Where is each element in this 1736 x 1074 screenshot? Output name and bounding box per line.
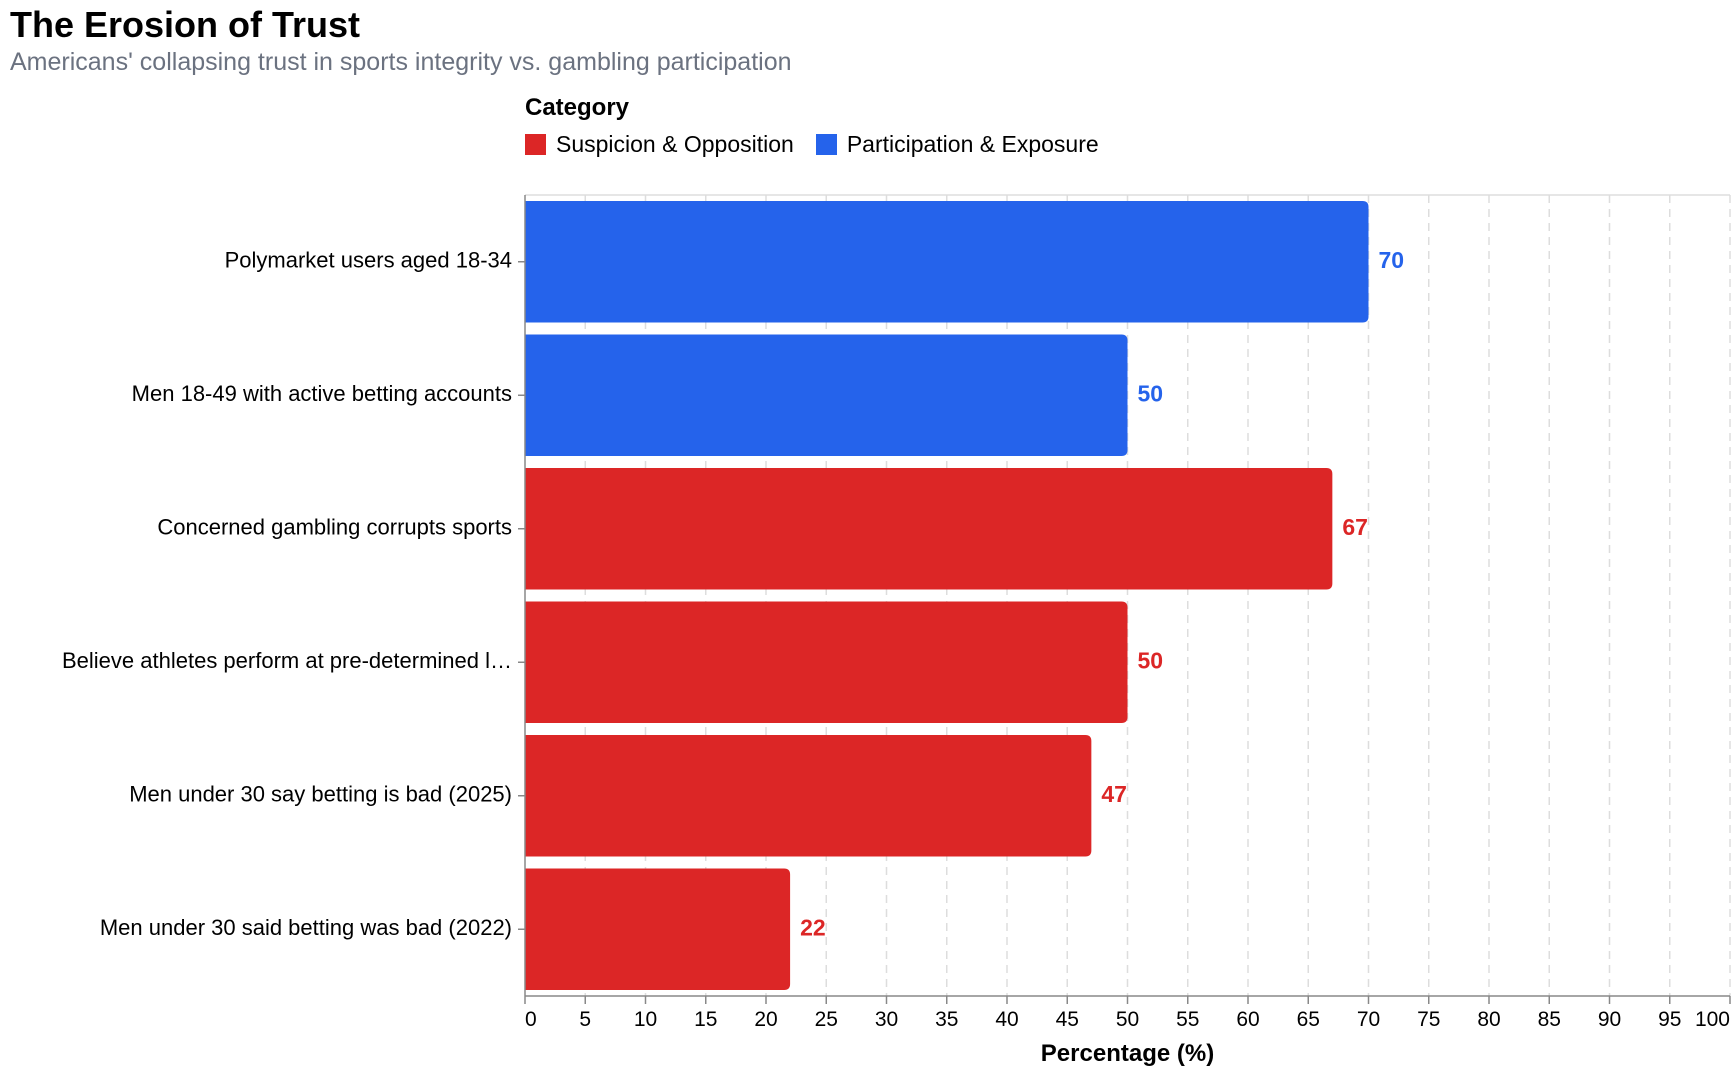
y-tick-label-3: Believe athletes perform at pre-determin… [62,648,512,673]
x-tick-label-30: 30 [875,1008,898,1031]
x-tick-label-80: 80 [1477,1008,1500,1031]
legend-items: Suspicion & Opposition Participation & E… [525,131,1099,158]
bar-3 [525,601,1128,723]
x-tick-label-50: 50 [1116,1008,1139,1031]
legend-label-suspicion: Suspicion & Opposition [556,131,794,157]
x-tick-label-25: 25 [815,1008,838,1031]
chart-title: The Erosion of Trust [10,4,361,45]
x-tick-label-15: 15 [694,1008,717,1031]
bar-5 [525,868,791,990]
x-tick-label-20: 20 [754,1008,777,1031]
x-tick-label-45: 45 [1056,1008,1079,1031]
data-label-0: 70 [1379,247,1405,273]
x-tick-label-100: 100 [1695,1008,1730,1031]
data-label-5: 22 [800,914,826,940]
legend-swatch-suspicion [525,134,546,155]
y-tick-label-4: Men under 30 say betting is bad (2025) [129,782,512,807]
x-tick-label-5: 5 [579,1008,591,1031]
chart-subtitle: Americans' collapsing trust in sports in… [10,48,792,76]
legend-item-suspicion: Suspicion & Opposition [525,131,794,158]
data-label-1: 50 [1138,380,1164,406]
x-tick-label-55: 55 [1176,1008,1199,1031]
bar-4 [525,735,1092,857]
x-tick-label-35: 35 [935,1008,958,1031]
data-label-2: 67 [1342,514,1368,540]
legend-title: Category [525,94,630,121]
x-tick-label-60: 60 [1236,1008,1259,1031]
y-tick-label-0: Polymarket users aged 18-34 [225,248,512,273]
x-tick-label-65: 65 [1297,1008,1320,1031]
x-tick-label-90: 90 [1598,1008,1621,1031]
x-tick-label-85: 85 [1538,1008,1561,1031]
bar-0 [525,201,1369,323]
data-label-3: 50 [1138,647,1164,673]
y-tick-label-1: Men 18-49 with active betting accounts [132,381,512,406]
y-tick-label-2: Concerned gambling corrupts sports [157,515,512,540]
legend-label-participation: Participation & Exposure [846,131,1099,157]
x-tick-label-95: 95 [1658,1008,1681,1031]
y-tick-label-5: Men under 30 said betting was bad (2022) [100,915,512,940]
x-tick-label-10: 10 [634,1008,657,1031]
x-tick-label-70: 70 [1357,1008,1380,1031]
x-tick-label-0: 0 [525,1008,537,1031]
x-tick-label-40: 40 [995,1008,1018,1031]
x-tick-label-75: 75 [1417,1008,1440,1031]
data-label-4: 47 [1101,781,1127,807]
bar-1 [525,334,1128,456]
legend-swatch-participation [815,134,837,155]
legend: Category Suspicion & Opposition Particip… [525,94,1099,158]
bar-2 [525,468,1333,590]
legend-item-participation: Participation & Exposure [815,131,1099,158]
x-axis-title: Percentage (%) [1041,1040,1214,1067]
